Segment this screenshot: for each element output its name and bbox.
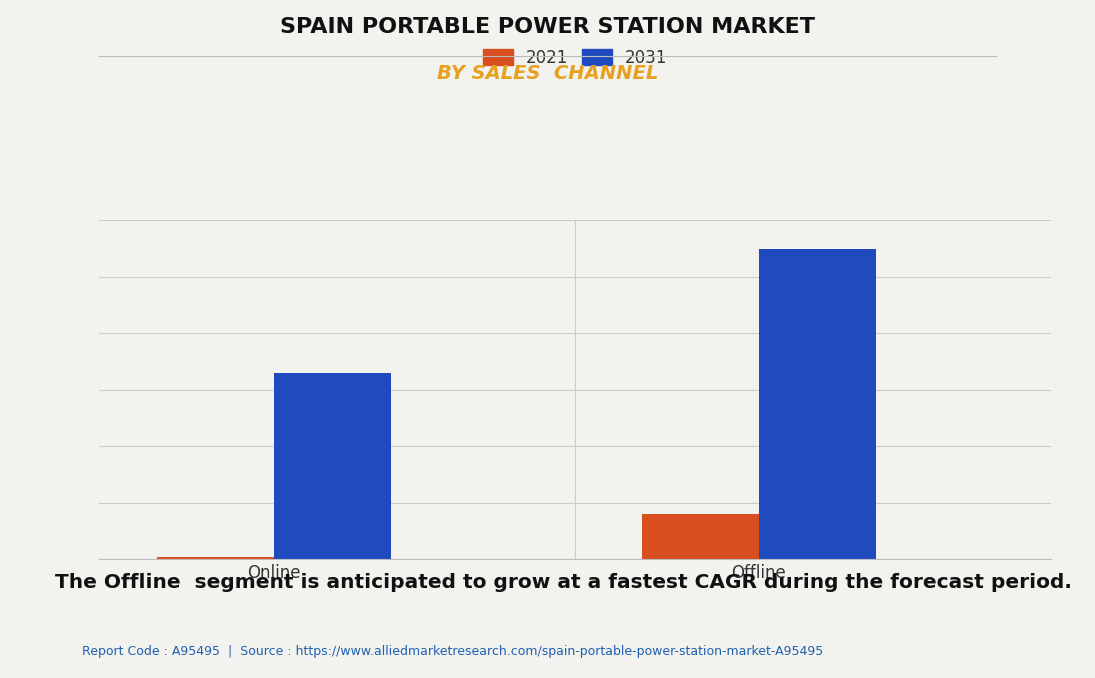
Bar [157, 557, 274, 559]
Legend: 2021, 2031: 2021, 2031 [476, 42, 673, 74]
Bar [642, 514, 759, 559]
Text: SPAIN PORTABLE POWER STATION MARKET: SPAIN PORTABLE POWER STATION MARKET [280, 17, 815, 37]
Bar [274, 373, 391, 559]
Bar [759, 249, 876, 559]
Text: Report Code : A95495  |  Source : https://www.alliedmarketresearch.com/spain-por: Report Code : A95495 | Source : https://… [82, 645, 823, 658]
Text: The Offline  segment is anticipated to grow at a fastest CAGR during the forecas: The Offline segment is anticipated to gr… [55, 573, 1072, 592]
Text: BY SALES  CHANNEL: BY SALES CHANNEL [437, 64, 658, 83]
